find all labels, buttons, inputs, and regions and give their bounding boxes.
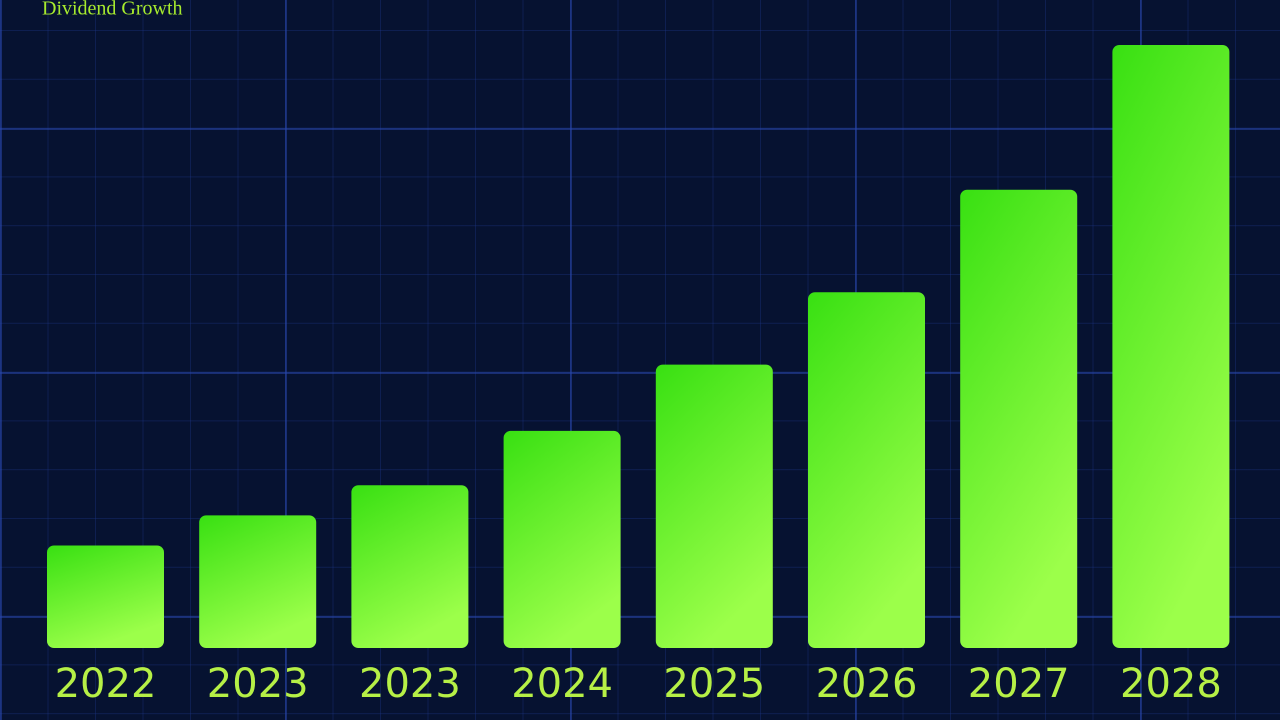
bar <box>351 485 469 648</box>
chart-title: Dividend Growth <box>42 0 183 20</box>
x-tick-label: 2026 <box>816 661 918 707</box>
x-tick-label: 2024 <box>511 661 613 707</box>
bar <box>199 515 317 648</box>
x-tick-label: 2022 <box>55 661 157 707</box>
bar <box>47 545 164 648</box>
x-tick-label: 2025 <box>663 661 765 707</box>
x-tick-label: 2027 <box>968 661 1070 707</box>
bar <box>1112 45 1230 648</box>
x-tick-label: 2028 <box>1120 661 1222 707</box>
bar <box>655 364 773 648</box>
bar <box>808 292 925 648</box>
bar <box>503 430 621 648</box>
x-tick-label: 2023 <box>359 661 461 707</box>
bar <box>960 189 1078 648</box>
x-tick-label: 2023 <box>207 661 309 707</box>
